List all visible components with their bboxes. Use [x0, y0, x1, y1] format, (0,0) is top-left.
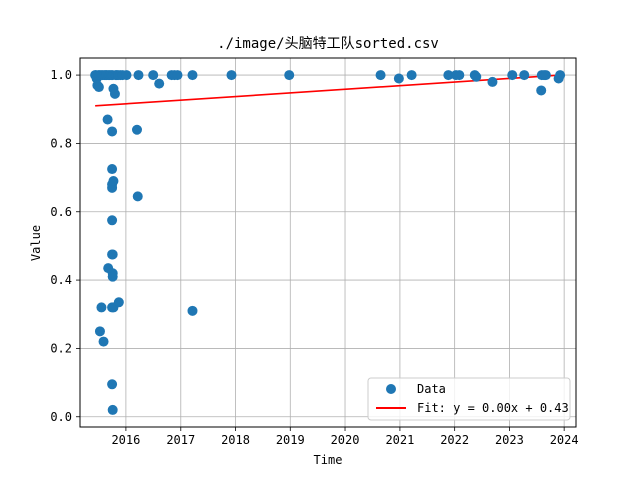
- x-axis: 2016 2017 2018 2019 2020 2021 2022 2023 2024: [111, 427, 579, 447]
- data-point: [540, 70, 551, 81]
- data-point: [102, 114, 113, 125]
- data-point: [109, 88, 120, 99]
- data-point: [172, 70, 183, 81]
- data-point: [284, 70, 295, 81]
- data-point: [107, 126, 118, 137]
- data-point: [519, 70, 530, 81]
- fit-line: [95, 74, 561, 107]
- data-point: [113, 297, 124, 308]
- y-axis: 0.0 0.2 0.4 0.6 0.8 1.0: [50, 68, 80, 424]
- x-tick-label: 2021: [385, 433, 414, 447]
- x-tick-label: 2017: [166, 433, 195, 447]
- points-layer: [90, 70, 566, 415]
- y-tick-label: 0.4: [50, 273, 72, 287]
- data-point: [93, 82, 104, 93]
- x-tick-label: 2019: [276, 433, 305, 447]
- data-point: [393, 73, 404, 84]
- legend: Data Fit: y = 0.00x + 0.43: [367, 377, 571, 421]
- data-point: [133, 70, 144, 81]
- data-point: [555, 70, 566, 81]
- data-point: [454, 70, 465, 81]
- data-point: [131, 124, 142, 135]
- data-point: [107, 404, 118, 415]
- data-point: [375, 70, 386, 81]
- data-point: [121, 70, 132, 81]
- data-point: [98, 336, 109, 347]
- x-tick-label: 2024: [550, 433, 579, 447]
- data-point: [94, 326, 105, 337]
- y-tick-label: 0.8: [50, 136, 72, 150]
- data-point: [443, 70, 454, 81]
- x-tick-label: 2018: [221, 433, 250, 447]
- data-point: [471, 71, 482, 82]
- data-point: [107, 249, 118, 260]
- fit-layer: [95, 74, 561, 107]
- x-axis-label: Time: [314, 453, 343, 467]
- data-point: [187, 70, 198, 81]
- y-tick-label: 0.6: [50, 205, 72, 219]
- x-tick-label: 2016: [111, 433, 140, 447]
- legend-box: [367, 377, 571, 421]
- plot-frame: [79, 57, 577, 428]
- data-point: [487, 76, 498, 87]
- chart-title: ./image/头脑特工队sorted.csv: [217, 36, 439, 52]
- x-tick-label: 2023: [495, 433, 524, 447]
- data-point: [96, 302, 107, 313]
- legend-fit-label: Fit: y = 0.00x + 0.43: [417, 401, 569, 415]
- y-tick-label: 0.2: [50, 341, 72, 355]
- legend-data-label: Data: [417, 382, 446, 396]
- y-tick-label: 1.0: [50, 68, 72, 82]
- data-point: [107, 215, 118, 226]
- data-point: [107, 379, 118, 390]
- data-point: [108, 176, 119, 186]
- data-point: [107, 271, 118, 282]
- data-point: [187, 305, 198, 316]
- data-point: [536, 85, 547, 96]
- x-tick-label: 2020: [331, 433, 360, 447]
- data-point: [132, 191, 143, 202]
- data-point: [406, 70, 417, 81]
- data-point: [226, 70, 237, 81]
- data-point: [107, 164, 118, 175]
- y-tick-label: 0.0: [50, 410, 72, 424]
- data-point: [148, 70, 159, 81]
- legend-data-marker: [386, 384, 396, 394]
- y-axis-label: Value: [29, 225, 43, 261]
- plot-area: [80, 58, 576, 427]
- x-tick-label: 2022: [440, 433, 469, 447]
- data-point: [507, 70, 518, 81]
- data-point: [154, 78, 165, 89]
